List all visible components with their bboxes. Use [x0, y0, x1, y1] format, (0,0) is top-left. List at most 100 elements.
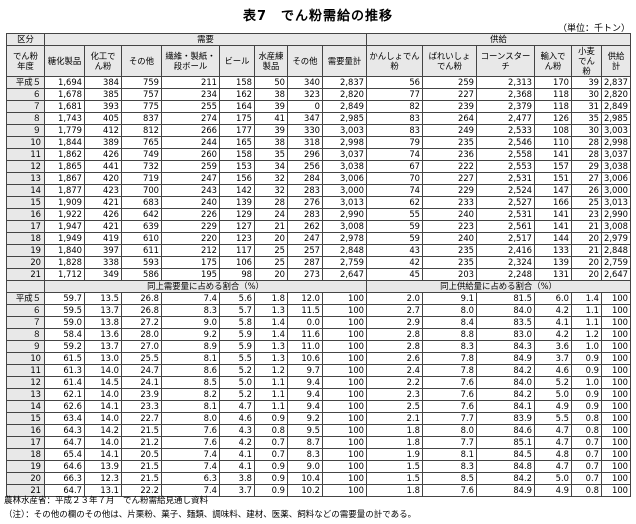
- value-cell: 84.6: [476, 424, 535, 437]
- value-cell: 0.9: [571, 364, 602, 377]
- value-cell: 84.0: [476, 376, 535, 389]
- value-cell: 1.2: [571, 328, 602, 341]
- value-cell: 9.4: [287, 388, 323, 401]
- value-cell: 0.8: [254, 424, 288, 437]
- value-cell: 2,837: [601, 76, 631, 89]
- value-cell: 3.8: [219, 472, 255, 485]
- value-cell: 84.9: [476, 352, 535, 365]
- value-cell: 5.2: [219, 388, 255, 401]
- value-cell: 11.5: [287, 304, 323, 317]
- value-cell: 8.8: [422, 328, 477, 341]
- value-cell: 7.8: [422, 364, 477, 377]
- value-cell: 5.0: [219, 376, 255, 389]
- value-cell: 2.8: [366, 340, 423, 353]
- value-cell: 318: [287, 136, 323, 149]
- value-cell: 0.9: [254, 412, 288, 425]
- value-cell: 11.6: [287, 328, 323, 341]
- year-cell: 12: [6, 160, 45, 173]
- year-cell: 19: [6, 244, 45, 257]
- value-cell: 5.5: [219, 352, 255, 365]
- value-cell: 77: [366, 88, 423, 101]
- value-cell: 274: [161, 112, 220, 125]
- value-cell: 165: [219, 136, 255, 149]
- col-header: 化工でん粉: [84, 45, 122, 77]
- value-cell: 4.9: [534, 484, 572, 497]
- value-cell: 62: [366, 196, 423, 209]
- value-cell: 212: [161, 244, 220, 257]
- value-cell: 2,998: [322, 136, 367, 149]
- year-cell: 10: [6, 136, 45, 149]
- value-cell: 4.1: [219, 460, 255, 473]
- value-cell: 14.0: [84, 412, 122, 425]
- value-cell: 13.5: [84, 292, 122, 305]
- value-cell: 100: [601, 424, 631, 437]
- value-cell: 2,558: [476, 148, 535, 161]
- value-cell: 7.4: [161, 484, 220, 497]
- value-cell: 1,867: [44, 172, 85, 185]
- value-cell: 757: [121, 88, 162, 101]
- value-cell: 85.1: [476, 436, 535, 449]
- year-cell: 14: [6, 184, 45, 197]
- value-cell: 3.7: [534, 352, 572, 365]
- value-cell: 610: [121, 232, 162, 245]
- value-cell: 83: [366, 112, 423, 125]
- value-cell: 2.0: [366, 292, 423, 305]
- value-cell: 3,003: [322, 124, 367, 137]
- value-cell: 0: [287, 100, 323, 113]
- value-cell: 141: [534, 148, 572, 161]
- value-cell: 7.6: [422, 388, 477, 401]
- value-cell: 247: [161, 172, 220, 185]
- value-cell: 14.2: [84, 424, 122, 437]
- value-cell: 58.4: [44, 328, 85, 341]
- value-cell: 240: [422, 208, 477, 221]
- value-cell: 147: [534, 184, 572, 197]
- value-cell: 2,527: [476, 196, 535, 209]
- value-cell: 2,848: [601, 244, 631, 257]
- value-cell: 43: [366, 244, 423, 257]
- value-cell: 5.5: [534, 412, 572, 425]
- value-cell: 32: [254, 172, 288, 185]
- value-cell: 441: [84, 160, 122, 173]
- value-cell: 732: [121, 160, 162, 173]
- value-cell: 1.4: [254, 328, 288, 341]
- value-cell: 100: [322, 472, 367, 485]
- year-cell: ９: [6, 124, 45, 137]
- col-header: コーンスターチ: [476, 45, 535, 77]
- value-cell: 3,038: [601, 160, 631, 173]
- value-cell: 100: [322, 364, 367, 377]
- value-cell: 3,013: [601, 196, 631, 209]
- value-cell: 84.2: [476, 388, 535, 401]
- value-cell: 195: [161, 268, 220, 281]
- value-cell: 166: [534, 196, 572, 209]
- value-cell: 1,877: [44, 184, 85, 197]
- year-cell: 13: [6, 388, 45, 401]
- table-row: 12 61.4 14.5 24.1 8.5 5.0 1.1 9.4 100 2.2 7.6 84.0 5…: [6, 376, 631, 389]
- value-cell: 35: [571, 112, 602, 125]
- value-cell: 0.8: [571, 424, 602, 437]
- value-cell: 83.5: [476, 316, 535, 329]
- year-cell: 17: [6, 436, 45, 449]
- value-cell: 61.5: [44, 352, 85, 365]
- value-cell: 9.0: [287, 460, 323, 473]
- value-cell: 21: [254, 220, 288, 233]
- value-cell: 39: [571, 76, 602, 89]
- value-cell: 5.7: [219, 304, 255, 317]
- value-cell: 9.4: [287, 400, 323, 413]
- value-cell: 385: [84, 88, 122, 101]
- value-cell: 3,008: [322, 220, 367, 233]
- starch-table: 区分 需要 供給 でん粉年度 糖化製品 化工でん粉 その他 繊維・製紙・段ボール…: [6, 33, 631, 497]
- value-cell: 59.7: [44, 292, 85, 305]
- value-cell: 4.8: [534, 448, 572, 461]
- value-cell: 423: [84, 184, 122, 197]
- value-cell: 100: [322, 424, 367, 437]
- year-cell: 14: [6, 400, 45, 413]
- value-cell: 2,849: [322, 100, 367, 113]
- value-cell: 235: [422, 136, 477, 149]
- value-cell: 611: [121, 244, 162, 257]
- value-cell: 39: [254, 100, 288, 113]
- value-cell: 81.5: [476, 292, 535, 305]
- value-cell: 1.8: [254, 292, 288, 305]
- value-cell: 30: [571, 88, 602, 101]
- year-cell: 15: [6, 412, 45, 425]
- table-row: 19 64.6 13.9 21.5 7.4 4.1 0.9 9.0 100 1.5 8.3 84.8 4…: [6, 460, 631, 473]
